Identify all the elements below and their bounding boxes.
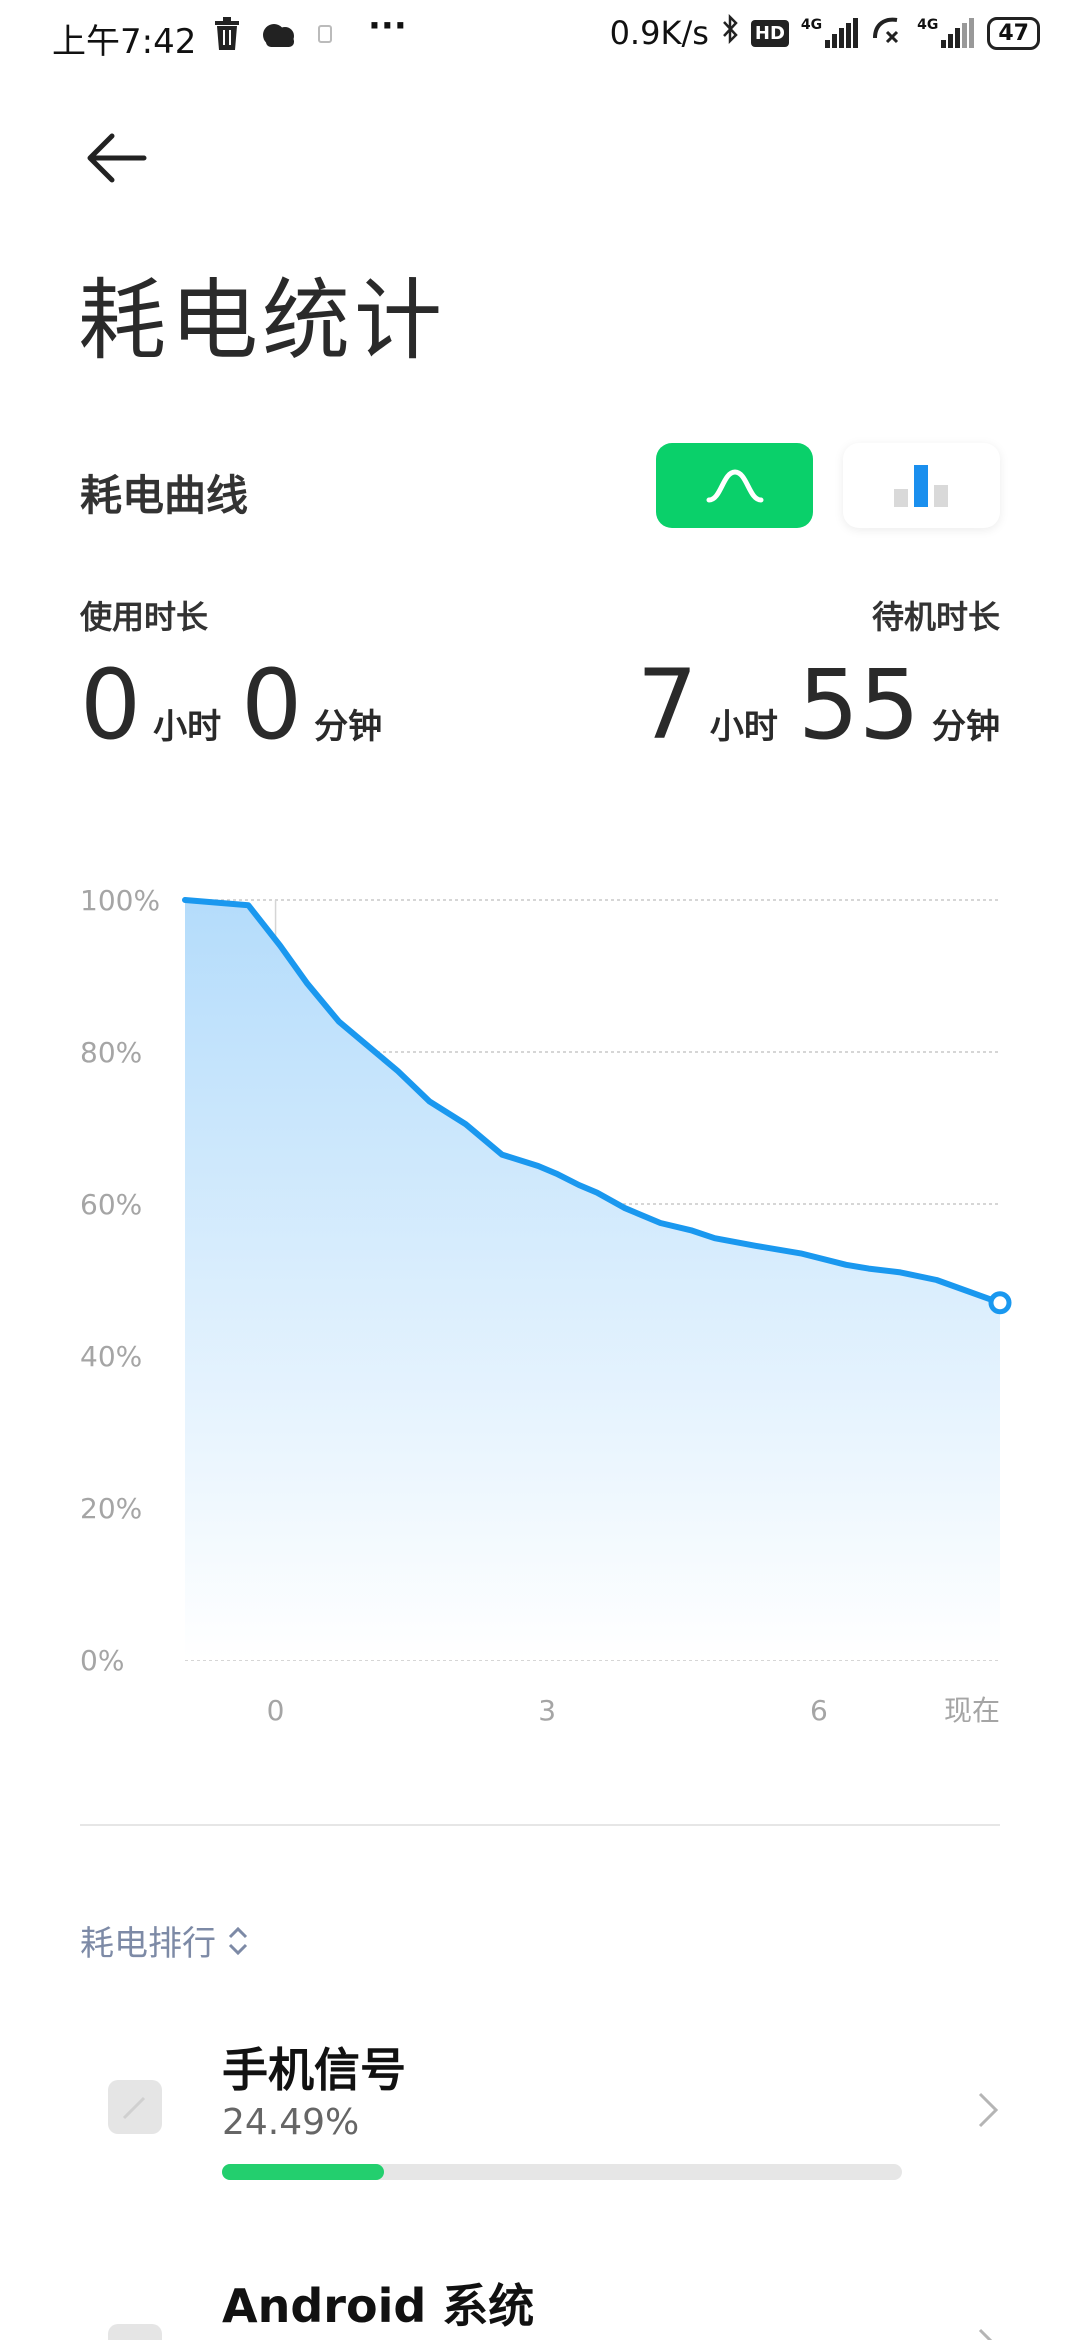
sort-icon	[228, 1926, 248, 1955]
item-name: 手机信号	[222, 2043, 406, 2097]
chevron-right-icon	[976, 2326, 1000, 2340]
status-bar: 上午7:42 ··· 0.9K/s HD 4G 4G 47	[0, 0, 1080, 72]
bluetooth-icon	[721, 13, 739, 52]
ranking-label: 耗电排行	[80, 1924, 216, 1964]
progress-fill	[222, 2164, 384, 2180]
list-item[interactable]: 手机信号 24.49%	[0, 2020, 1080, 2210]
standby-hours: 7	[636, 649, 698, 761]
usage-duration: 0 小时 0 分钟	[80, 650, 382, 760]
signal-icon-2: 4G	[917, 18, 975, 48]
status-time: 上午7:42	[52, 22, 197, 62]
x-tick-label: 0	[267, 1694, 285, 1727]
android-app-icon	[108, 2324, 162, 2340]
battery-chart: 100% 80% 60% 40% 20% 0% 0 3 6 现在	[0, 860, 1080, 1740]
network-speed: 0.9K/s	[609, 14, 709, 52]
back-arrow-icon	[87, 133, 147, 183]
signal-icon-1: 4G	[801, 18, 859, 48]
chevron-right-icon	[976, 2090, 1000, 2134]
notification-icon	[318, 16, 332, 52]
back-button[interactable]	[80, 122, 152, 194]
battery-chart-svg: 100% 80% 60% 40% 20% 0% 0 3 6 现在	[80, 884, 1012, 1727]
y-tick-label: 60%	[80, 1188, 142, 1221]
item-percent: 24.49%	[222, 2102, 360, 2143]
list-item[interactable]: Android 系统	[0, 2260, 1080, 2340]
y-tick-label: 0%	[80, 1644, 124, 1677]
progress-track	[222, 2164, 902, 2180]
x-tick-label: 现在	[944, 1694, 1000, 1727]
bar-chart-icon	[893, 464, 948, 507]
page-title: 耗电统计	[78, 269, 447, 372]
current-level-marker	[988, 1291, 1012, 1315]
standby-minutes: 55	[797, 649, 920, 761]
usage-minutes: 0	[241, 649, 303, 761]
standby-hours-unit: 小时	[709, 707, 778, 747]
y-tick-label: 40%	[80, 1340, 142, 1373]
battery-area	[185, 900, 1000, 1660]
usage-label: 使用时长	[80, 598, 209, 636]
item-name: Android 系统	[222, 2279, 535, 2333]
bar-view-button[interactable]	[843, 443, 1000, 528]
standby-minutes-unit: 分钟	[932, 707, 1000, 747]
battery-line	[182, 897, 1003, 1306]
y-tick-label: 80%	[80, 1036, 142, 1069]
y-tick-label: 100%	[80, 884, 160, 917]
ranking-sort-button[interactable]: 耗电排行	[80, 1916, 250, 1965]
trash-icon	[212, 16, 242, 52]
x-tick-label: 3	[538, 1694, 556, 1727]
signal-app-icon	[108, 2080, 162, 2134]
curve-view-button[interactable]	[656, 443, 813, 528]
divider	[80, 1824, 1000, 1826]
usage-hours-unit: 小时	[153, 707, 222, 747]
status-right: 0.9K/s HD 4G 4G 47	[609, 13, 1040, 52]
curve-icon	[706, 468, 763, 502]
y-tick-label: 20%	[80, 1492, 142, 1525]
standby-label: 待机时长	[871, 598, 1000, 636]
section-title: 耗电曲线	[80, 471, 249, 520]
call-forward-icon	[871, 14, 905, 52]
hd-icon: HD	[750, 19, 789, 47]
x-tick-label: 6	[810, 1694, 828, 1727]
more-icon: ···	[368, 6, 407, 46]
usage-hours: 0	[80, 649, 142, 761]
standby-duration: 7 小时 55 分钟	[637, 650, 1000, 760]
usage-minutes-unit: 分钟	[314, 707, 383, 747]
weather-icon	[258, 16, 298, 52]
battery-icon: 47	[987, 16, 1040, 50]
